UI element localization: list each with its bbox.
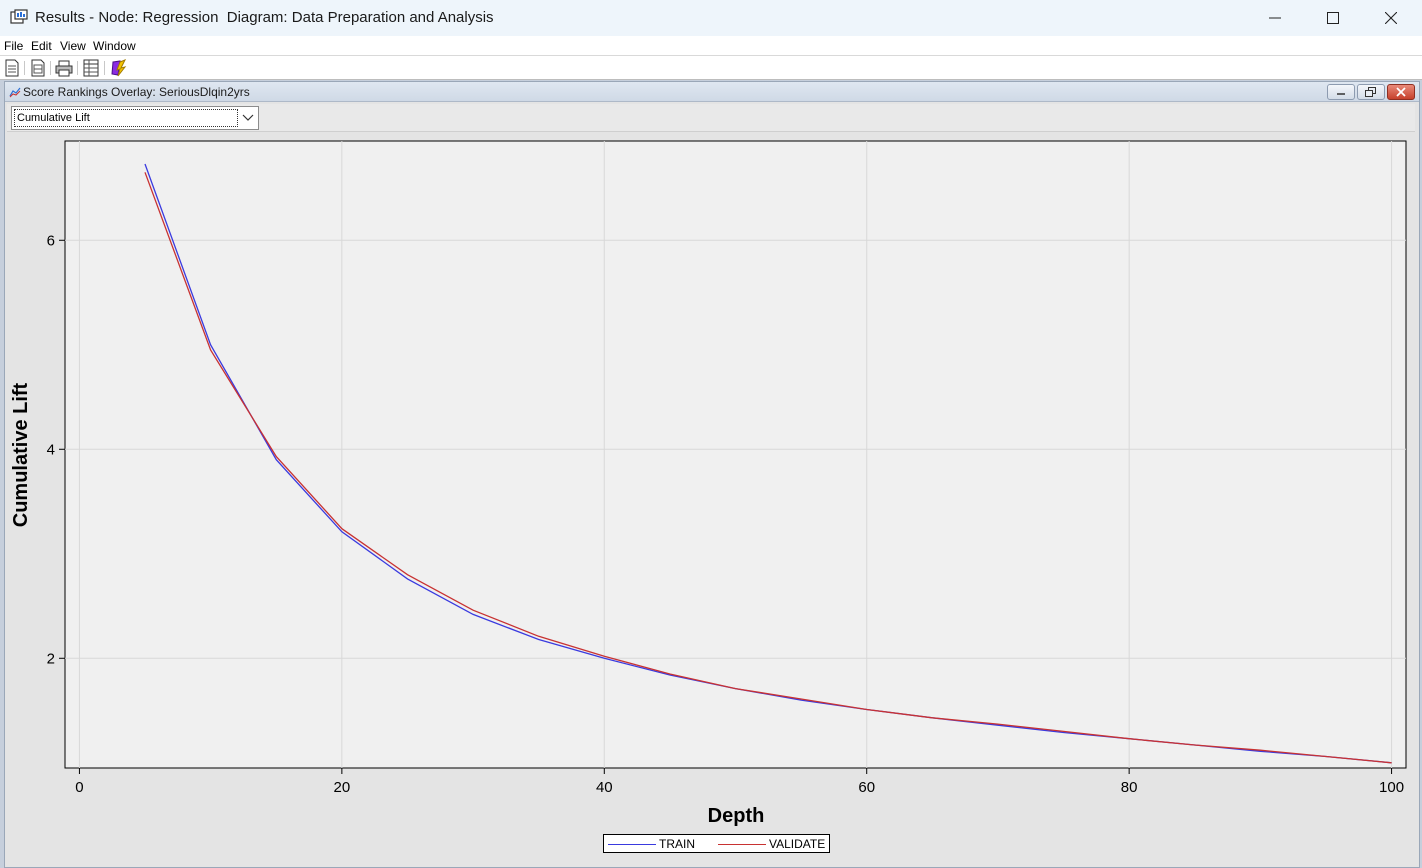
minimize-button[interactable] <box>1246 0 1304 36</box>
toolbar-separator <box>50 61 51 75</box>
maximize-icon <box>1327 12 1339 24</box>
series-lines <box>144 163 1392 764</box>
plot-area <box>64 140 1407 769</box>
y-tick-label: 4 <box>47 441 55 458</box>
y-axis-label-wrap: Cumulative Lift <box>10 380 36 530</box>
legend: TRAIN VALIDATE <box>603 834 830 853</box>
minimize-icon <box>1269 17 1281 19</box>
grid-lines <box>65 141 1406 768</box>
results-window-icon <box>10 9 28 24</box>
table-view-icon[interactable] <box>82 59 100 77</box>
axis-ticks: 0 20 40 60 80 100 2 4 6 <box>47 232 1404 796</box>
properties-icon[interactable] <box>29 59 47 77</box>
x-tick-label: 100 <box>1379 779 1404 796</box>
statistic-dropdown[interactable]: Cumulative Lift <box>11 106 259 130</box>
legend-validate-swatch <box>718 844 766 845</box>
menu-window[interactable]: Window <box>93 39 136 53</box>
menu-view[interactable]: View <box>60 39 86 53</box>
x-tick-label: 40 <box>596 779 613 796</box>
child-window-title: Score Rankings Overlay: SeriousDlqin2yrs <box>23 85 250 99</box>
child-window-title-bar: Score Rankings Overlay: SeriousDlqin2yrs <box>5 82 1419 102</box>
menu-bar: File Edit View Window <box>0 36 1422 56</box>
toolbar-separator <box>104 61 105 75</box>
toolbar <box>0 56 1422 80</box>
x-axis-label: Depth <box>707 805 765 827</box>
x-tick-label: 0 <box>75 779 83 796</box>
menu-edit[interactable]: Edit <box>31 39 52 53</box>
y-tick-label: 6 <box>47 232 55 249</box>
y-axis-label: Cumulative Lift <box>10 382 32 528</box>
menu-file[interactable]: File <box>4 39 24 53</box>
statistic-dropdown-value: Cumulative Lift <box>14 109 238 127</box>
legend-validate-label: VALIDATE <box>769 837 826 851</box>
close-icon <box>1396 87 1406 97</box>
child-minimize-button[interactable] <box>1327 84 1355 100</box>
minimize-icon <box>1337 93 1345 95</box>
x-tick-label: 80 <box>1121 779 1138 796</box>
statistic-selector-bar: Cumulative Lift <box>7 104 1415 132</box>
new-document-icon[interactable] <box>3 59 21 77</box>
maximize-button[interactable] <box>1304 0 1362 36</box>
close-icon <box>1385 12 1397 24</box>
child-restore-button[interactable] <box>1357 84 1385 100</box>
restore-icon <box>1365 87 1376 97</box>
chart-icon <box>9 87 21 98</box>
toolbar-separator <box>24 61 25 75</box>
print-icon[interactable] <box>55 59 73 77</box>
chevron-down-icon[interactable] <box>238 107 258 129</box>
series-line-validate <box>144 172 1392 764</box>
y-tick-label: 2 <box>47 650 55 667</box>
child-close-button[interactable] <box>1387 84 1415 100</box>
title-bar: Results - Node: Regression Diagram: Data… <box>0 0 1422 36</box>
x-tick-label: 20 <box>334 779 351 796</box>
legend-train-swatch <box>608 844 656 845</box>
window-title: Results - Node: Regression Diagram: Data… <box>35 9 494 26</box>
x-tick-label: 60 <box>858 779 875 796</box>
run-icon[interactable] <box>110 59 128 77</box>
toolbar-separator <box>77 61 78 75</box>
legend-train-label: TRAIN <box>659 837 695 851</box>
close-button[interactable] <box>1362 0 1420 36</box>
